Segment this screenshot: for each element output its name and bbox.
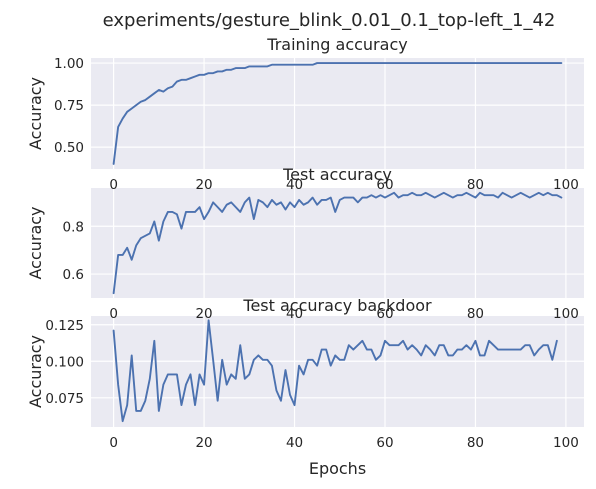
test-accuracy-backdoor-xtick-label: 20: [195, 435, 212, 451]
test-accuracy-backdoor-xlabel: Epochs: [309, 459, 366, 478]
test-accuracy-xtick-label: 20: [195, 306, 212, 322]
test-accuracy-backdoor-xtick-label: 80: [467, 435, 484, 451]
test-accuracy-backdoor-ylabel: Accuracy: [26, 335, 45, 408]
test-accuracy-backdoor-ytick-label: 0.125: [45, 318, 84, 334]
training-accuracy-panel: 0.50 0.75 1.00 Training accuracy Accuracy: [26, 35, 584, 169]
training-accuracy-ytick-label: 1.00: [54, 56, 84, 72]
test-accuracy-backdoor-ytick-label: 0.100: [45, 354, 84, 370]
test-accuracy-backdoor-xtick-label: 100: [553, 435, 579, 451]
test-accuracy-ytick-label: 0.8: [63, 219, 84, 235]
training-accuracy-xtick-label: 0: [109, 177, 118, 193]
training-accuracy-xtick-label: 60: [376, 177, 393, 193]
training-accuracy-xticks: 0 20 40 60 80 100: [109, 177, 578, 193]
test-accuracy-backdoor-plot-area: [91, 316, 584, 427]
test-accuracy-xtick-label: 0: [109, 306, 118, 322]
test-accuracy-series-line: [112, 191, 563, 295]
test-accuracy-title: Test accuracy: [282, 165, 392, 184]
training-accuracy-title: Training accuracy: [266, 35, 407, 54]
test-accuracy-ytick-label: 0.6: [63, 267, 84, 283]
figure-suptitle: experiments/gesture_blink_0.01_0.1_top-l…: [103, 10, 556, 31]
training-accuracy-ytick-label: 0.50: [54, 140, 84, 156]
training-accuracy-xtick-label: 40: [286, 177, 303, 193]
training-accuracy-series-line: [112, 62, 563, 165]
test-accuracy-backdoor-xticks: 0 20 40 60 80 100 Epochs: [109, 435, 578, 478]
test-accuracy-backdoor-series-line: [112, 319, 558, 423]
training-accuracy-plot-area: [91, 58, 584, 169]
test-accuracy-backdoor-xtick-label: 60: [376, 435, 393, 451]
test-accuracy-backdoor-xtick-label: 0: [109, 435, 118, 451]
test-accuracy-backdoor-xtick-label: 40: [286, 435, 303, 451]
test-accuracy-backdoor-ytick-label: 0.075: [45, 391, 84, 407]
test-accuracy-xticks: 0 20 40 60 80 100: [109, 306, 578, 322]
test-accuracy-panel: 0.6 0.8 Test accuracy Accuracy: [26, 165, 584, 298]
training-accuracy-ytick-label: 0.75: [54, 98, 84, 114]
test-accuracy-xtick-label: 40: [286, 306, 303, 322]
test-accuracy-xtick-label: 60: [376, 306, 393, 322]
test-accuracy-ylabel: Accuracy: [26, 206, 45, 279]
training-accuracy-xtick-label: 80: [467, 177, 484, 193]
training-accuracy-ylabel: Accuracy: [26, 77, 45, 150]
test-accuracy-xtick-label: 80: [467, 306, 484, 322]
test-accuracy-backdoor-title: Test accuracy backdoor: [242, 296, 432, 315]
test-accuracy-xtick-label: 100: [553, 306, 579, 322]
test-accuracy-backdoor-panel: 0.075 0.100 0.125 Test accuracy backdoor Acc…: [26, 296, 584, 427]
training-accuracy-xtick-label: 20: [195, 177, 212, 193]
training-accuracy-xtick-label: 100: [553, 177, 579, 193]
